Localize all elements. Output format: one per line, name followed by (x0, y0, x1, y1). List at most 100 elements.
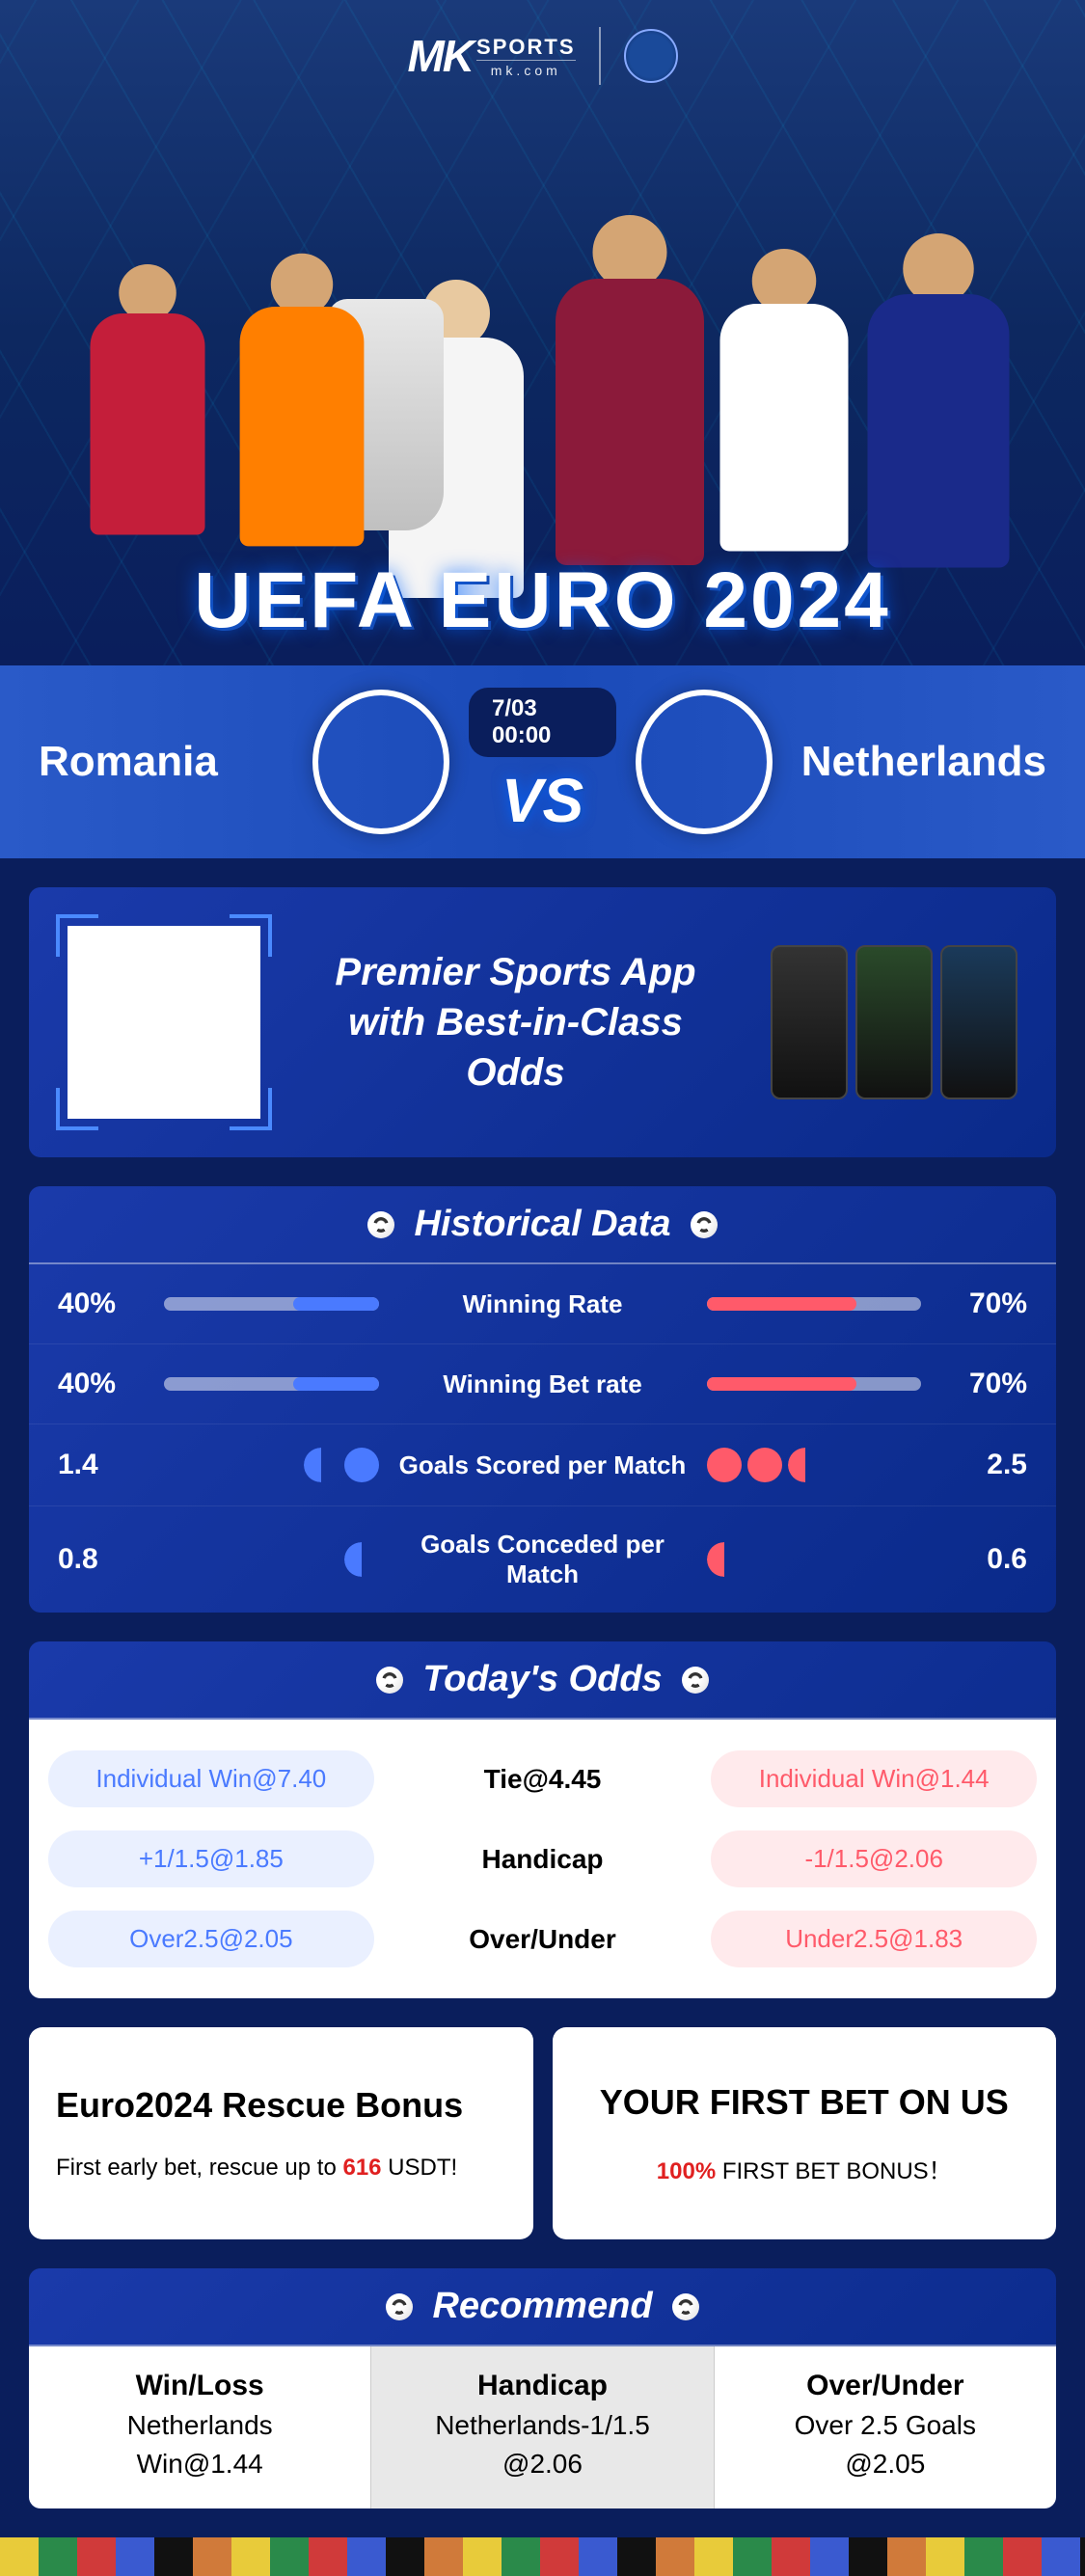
players-graphic (0, 154, 1085, 559)
recommend-category: Win/Loss (39, 2370, 361, 2402)
odds-right-pill[interactable]: Under2.5@1.83 (711, 1911, 1037, 1967)
ball-icon (707, 1448, 742, 1482)
recommend-column[interactable]: Handicap Netherlands-1/1.5 @2.06 (370, 2346, 714, 2508)
soccer-ball-icon (386, 2293, 413, 2320)
logo-domain: mk.com (476, 60, 575, 78)
app-screenshots (771, 945, 1017, 1099)
odds-row: Individual Win@7.40 Tie@4.45 Individual Wi… (39, 1739, 1046, 1819)
flag-left-icon (312, 690, 449, 834)
brand-logo-row: MK SPORTS mk.com (407, 27, 677, 85)
phone-mock-icon (855, 945, 933, 1099)
ball-half-icon (788, 1448, 823, 1482)
bonus-firstbet-sub: 100% FIRST BET BONUS！ (657, 2152, 952, 2185)
team-right-name: Netherlands (773, 738, 1046, 786)
odds-center-label: Tie@4.45 (393, 1764, 692, 1795)
hist-right-value: 2.5 (921, 1449, 1027, 1481)
hist-label: Goals Scored per Match (398, 1451, 688, 1480)
historical-row: 0.8Goals Conceded per Match0.6 (29, 1505, 1056, 1613)
historical-row: 40% Winning Rate 70% (29, 1264, 1056, 1343)
balls-right (707, 1542, 922, 1577)
soccer-ball-icon (672, 2293, 699, 2320)
odds-left-pill[interactable]: Individual Win@7.40 (48, 1750, 374, 1807)
hist-bar-right (707, 1297, 922, 1311)
odds-title: Today's Odds (422, 1659, 662, 1700)
hero-title: UEFA EURO 2024 (0, 556, 1085, 646)
hist-left-value: 40% (58, 1368, 164, 1400)
qr-code-placeholder[interactable] (68, 926, 260, 1119)
hist-bar-left (164, 1297, 379, 1311)
team-left-name: Romania (39, 738, 312, 786)
footer-color-stripe (0, 2537, 1085, 2576)
flag-right-icon (636, 690, 773, 834)
odds-center-label: Handicap (393, 1844, 692, 1875)
historical-title: Historical Data (414, 1204, 670, 1245)
hist-right-value: 70% (921, 1368, 1027, 1400)
hist-bar-right (707, 1377, 922, 1391)
recommend-pick: Netherlands-1/1.5 (381, 2410, 703, 2441)
hist-left-value: 40% (58, 1288, 164, 1320)
match-bar: Romania 7/03 00:00 VS Netherlands (0, 665, 1085, 858)
hist-label: Winning Rate (398, 1289, 688, 1319)
recommend-pick: Netherlands (39, 2410, 361, 2441)
historical-header: Historical Data (29, 1186, 1056, 1264)
hero-banner: MK SPORTS mk.com UEFA EURO 2024 (0, 0, 1085, 665)
phone-mock-icon (940, 945, 1017, 1099)
logo-sports: SPORTS (476, 35, 575, 60)
promo-text: Premier Sports App with Best-in-Class Od… (299, 947, 732, 1098)
recommend-odds: Win@1.44 (39, 2449, 361, 2480)
bonus-card-rescue[interactable]: Euro2024 Rescue Bonus First early bet, r… (29, 2027, 533, 2239)
odds-header: Today's Odds (29, 1641, 1056, 1720)
ball-half-icon (344, 1542, 379, 1577)
bonus-firstbet-title: YOUR FIRST BET ON US (600, 2082, 1009, 2123)
odds-row: +1/1.5@1.85 Handicap -1/1.5@2.06 (39, 1819, 1046, 1899)
recommend-odds: @2.06 (381, 2449, 703, 2480)
bonus-row: Euro2024 Rescue Bonus First early bet, r… (29, 2027, 1056, 2239)
vs-label: VS (502, 765, 583, 836)
odds-section: Today's Odds Individual Win@7.40 Tie@4.45… (29, 1641, 1056, 1998)
odds-rows: Individual Win@7.40 Tie@4.45 Individual Wi… (29, 1720, 1056, 1998)
recommend-odds: @2.05 (724, 2449, 1046, 2480)
historical-row: 1.4 Goals Scored per Match 2.5 (29, 1424, 1056, 1505)
odds-left-pill[interactable]: Over2.5@2.05 (48, 1911, 374, 1967)
recommend-category: Handicap (381, 2370, 703, 2402)
soccer-ball-icon (376, 1667, 403, 1694)
logo-divider (599, 27, 601, 85)
recommend-column[interactable]: Over/Under Over 2.5 Goals @2.05 (715, 2346, 1056, 2508)
soccer-ball-icon (691, 1211, 718, 1238)
odds-left-pill[interactable]: +1/1.5@1.85 (48, 1830, 374, 1887)
logo-mk: MK (407, 30, 473, 82)
historical-rows: 40% Winning Rate 70% 40% Winning Bet rate 70%… (29, 1264, 1056, 1613)
ball-icon (747, 1448, 782, 1482)
club-crest-icon (624, 29, 678, 83)
ball-icon (344, 1448, 379, 1482)
historical-section: Historical Data 40% Winning Rate 70% 40% Win… (29, 1186, 1056, 1613)
soccer-ball-icon (682, 1667, 709, 1694)
recommend-columns: Win/Loss Netherlands Win@1.44 Handicap Nethe… (29, 2346, 1056, 2508)
bonus-card-firstbet[interactable]: YOUR FIRST BET ON US 100% FIRST BET BONU… (553, 2027, 1057, 2239)
bonus-rescue-title: Euro2024 Rescue Bonus (56, 2085, 506, 2126)
balls-left (164, 1448, 379, 1482)
hist-bar-left (164, 1377, 379, 1391)
odds-right-pill[interactable]: -1/1.5@2.06 (711, 1830, 1037, 1887)
odds-right-pill[interactable]: Individual Win@1.44 (711, 1750, 1037, 1807)
balls-right (707, 1448, 922, 1482)
ball-half-icon (304, 1448, 339, 1482)
odds-row: Over2.5@2.05Over/UnderUnder2.5@1.83 (39, 1899, 1046, 1979)
recommend-pick: Over 2.5 Goals (724, 2410, 1046, 2441)
recommend-header: Recommend (29, 2268, 1056, 2346)
recommend-category: Over/Under (724, 2370, 1046, 2402)
hist-left-value: 1.4 (58, 1449, 164, 1481)
promo-banner[interactable]: Premier Sports App with Best-in-Class Od… (29, 887, 1056, 1157)
recommend-section: Recommend Win/Loss Netherlands Win@1.44 Han… (29, 2268, 1056, 2508)
soccer-ball-icon (367, 1211, 394, 1238)
promo-line2: with Best-in-Class Odds (299, 997, 732, 1098)
hist-right-value: 70% (921, 1288, 1027, 1320)
phone-mock-icon (771, 945, 848, 1099)
hist-label: Winning Bet rate (398, 1369, 688, 1399)
hist-right-value: 0.6 (921, 1543, 1027, 1576)
ball-half-icon (707, 1542, 742, 1577)
bonus-rescue-sub: First early bet, rescue up to 616 USDT! (56, 2155, 506, 2182)
recommend-column[interactable]: Win/Loss Netherlands Win@1.44 (29, 2346, 370, 2508)
balls-left (164, 1542, 379, 1577)
match-datetime: 7/03 00:00 (469, 688, 616, 757)
